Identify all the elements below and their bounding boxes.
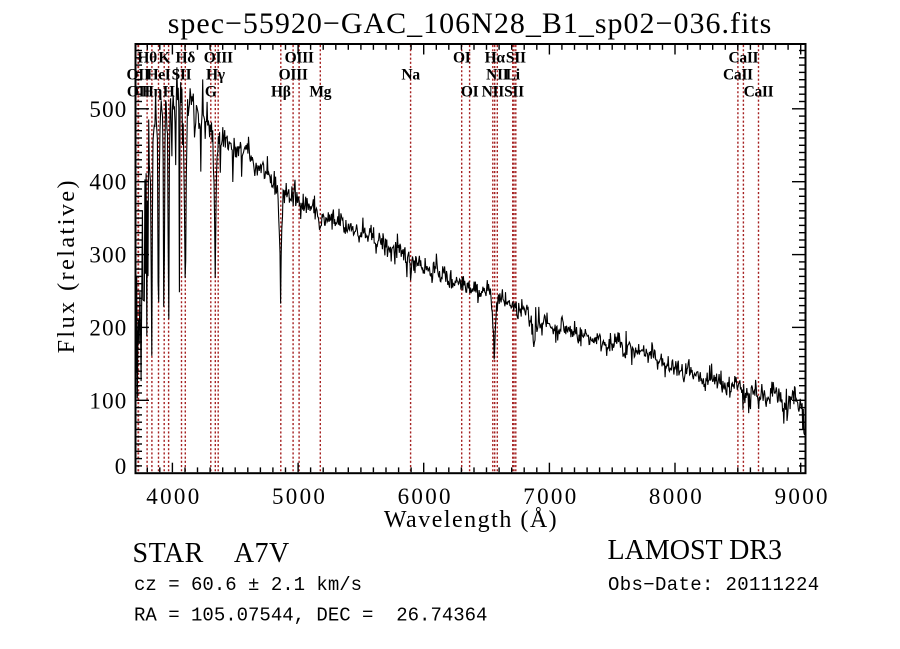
- svg-text:NII: NII: [486, 67, 509, 84]
- svg-text:K: K: [158, 50, 170, 67]
- svg-text:6000: 6000: [398, 484, 453, 509]
- svg-text:CaII: CaII: [723, 67, 753, 84]
- svg-text:OII: OII: [126, 67, 149, 84]
- svg-text:Na: Na: [401, 67, 420, 84]
- svg-text:Obs−Date: 20111224: Obs−Date: 20111224: [608, 574, 820, 596]
- svg-text:300: 300: [89, 243, 127, 268]
- svg-text:OIII: OIII: [285, 50, 314, 67]
- svg-text:HeI: HeI: [146, 67, 170, 84]
- svg-text:0: 0: [115, 454, 128, 479]
- svg-text:SII: SII: [506, 50, 526, 67]
- svg-text:OIII: OIII: [279, 67, 308, 84]
- svg-text:OI: OI: [453, 50, 471, 67]
- svg-text:Hη: Hη: [142, 84, 163, 101]
- svg-text:NII: NII: [482, 84, 505, 101]
- svg-text:CaII: CaII: [728, 50, 758, 67]
- svg-text:5000: 5000: [272, 484, 327, 509]
- svg-text:100: 100: [89, 388, 127, 413]
- svg-text:spec−55920−GAC_106N28_B1_sp02−: spec−55920−GAC_106N28_B1_sp02−036.fits: [168, 7, 773, 40]
- svg-text:400: 400: [89, 170, 127, 195]
- svg-text:CaII: CaII: [744, 84, 774, 101]
- svg-text:OIII: OIII: [204, 50, 233, 67]
- svg-text:SII: SII: [172, 67, 192, 84]
- svg-text:4000: 4000: [146, 484, 201, 509]
- svg-text:500: 500: [89, 97, 127, 122]
- svg-text:Hα: Hα: [485, 50, 506, 67]
- svg-text:RA = 105.07544, DEC = 26.7436: RA = 105.07544, DEC = 26.74364: [134, 605, 487, 627]
- svg-text:G: G: [205, 84, 217, 101]
- svg-text:H: H: [163, 84, 175, 101]
- svg-text:OI: OI: [461, 84, 479, 101]
- svg-text:LAMOST DR3: LAMOST DR3: [608, 535, 783, 566]
- svg-text:Hγ: Hγ: [206, 67, 226, 84]
- svg-text:Flux (relative): Flux (relative): [54, 178, 80, 353]
- svg-text:SII: SII: [504, 84, 524, 101]
- svg-text:STAR A7V: STAR A7V: [133, 538, 290, 569]
- svg-text:Hθ: Hθ: [137, 50, 157, 67]
- svg-text:Li: Li: [506, 67, 521, 84]
- svg-text:Hβ: Hβ: [271, 84, 291, 101]
- svg-text:9000: 9000: [775, 484, 830, 509]
- svg-text:cz = 60.6 ± 2.1 km/s: cz = 60.6 ± 2.1 km/s: [134, 574, 362, 596]
- svg-text:Wavelength (Å): Wavelength (Å): [384, 507, 558, 533]
- svg-text:OII: OII: [127, 84, 150, 101]
- svg-text:Mg: Mg: [309, 84, 331, 101]
- svg-text:Hδ: Hδ: [176, 50, 196, 67]
- svg-text:8000: 8000: [649, 484, 704, 509]
- svg-text:200: 200: [89, 315, 127, 340]
- svg-text:7000: 7000: [523, 484, 578, 509]
